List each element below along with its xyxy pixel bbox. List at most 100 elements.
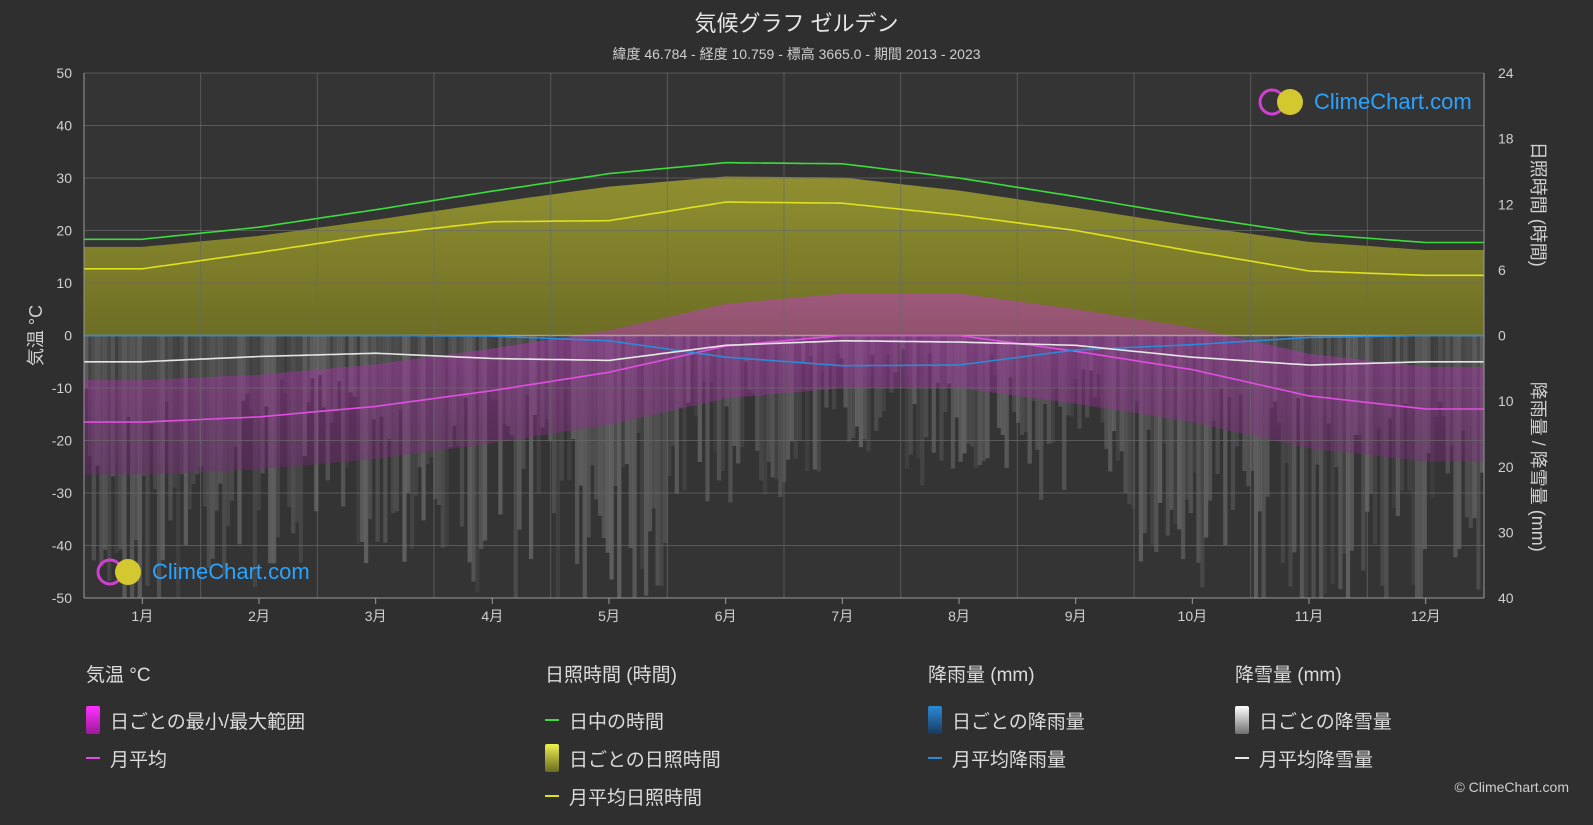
daily-snow-bar <box>1180 335 1186 560</box>
daily-snow-bar <box>475 335 480 593</box>
legend-sunshine: 日照時間 (時間) 日中の時間 日ごとの日照時間 月平均日照時間 <box>545 660 721 815</box>
legend-label: 日ごとの降雪量 <box>1259 711 1392 733</box>
daily-snow-bar <box>805 335 810 472</box>
right-bottom-tick-label: 30 <box>1498 524 1514 540</box>
x-tick-label: 3月 <box>365 608 387 624</box>
daily-snow-bar <box>467 335 472 563</box>
daily-snow-bar <box>759 335 764 481</box>
daily-snow-bar <box>962 335 967 454</box>
daily-snow-bar <box>866 335 871 452</box>
daily-snow-bar <box>985 335 990 459</box>
left-tick-label: 10 <box>56 275 72 291</box>
legend-label: 日ごとの降雨量 <box>952 711 1085 733</box>
daily-snow-bar <box>1311 335 1316 598</box>
daily-snow-bar <box>1299 335 1305 598</box>
daily-snow-bar <box>847 335 852 442</box>
daily-snow-bar <box>628 335 633 549</box>
series-line-日中の時間 <box>84 161 1484 244</box>
daily-snow-bar <box>1338 335 1343 590</box>
daily-snow-bar <box>816 335 821 472</box>
daily-snow-bar <box>1142 335 1147 534</box>
daily-snow-bar <box>164 335 169 402</box>
temp-range-swatch <box>86 706 100 734</box>
left-axis-title: 気温 °C <box>26 305 46 366</box>
right-bottom-tick-label: 40 <box>1498 590 1514 606</box>
daily-snow-bar <box>1200 335 1205 588</box>
series-line-月平均降雪量 <box>84 340 1484 366</box>
right-top-tick-label: 0 <box>1498 328 1506 344</box>
daily-snow-bar <box>1204 335 1209 538</box>
x-tick-label: 7月 <box>831 608 853 624</box>
x-tick-label: 10月 <box>1178 608 1208 624</box>
right-top-tick-label: 12 <box>1498 196 1514 212</box>
left-tick-label: 20 <box>56 223 72 239</box>
left-tick-label: 0 <box>64 328 72 344</box>
right-bottom-tick-label: 20 <box>1498 459 1514 475</box>
daily-snow-bar <box>674 335 679 494</box>
legend-label: 月平均降雪量 <box>1259 749 1374 771</box>
x-tick-label: 8月 <box>948 608 970 624</box>
daily-snow-bar <box>1188 335 1193 514</box>
daily-snow-bar <box>471 335 476 582</box>
legend-item: 月平均 <box>86 739 305 777</box>
daily-snow-bar <box>605 335 610 553</box>
daily-snow-bar <box>1177 335 1182 530</box>
daily-snow-bar <box>1165 335 1170 536</box>
legend-item: 日中の時間 <box>545 701 721 739</box>
climechart-logo-bottom: ClimeChart.com <box>96 556 310 588</box>
legend-heading: 降雪量 (mm) <box>1235 665 1342 686</box>
rain-mean-swatch <box>928 757 942 759</box>
daily-snow-bar <box>920 335 925 486</box>
x-tick-label: 6月 <box>715 608 737 624</box>
daily-snow-bar <box>528 335 534 559</box>
daily-snow-bar <box>337 335 342 382</box>
daily-snow-bar <box>310 335 315 379</box>
series-line-月平均 <box>84 334 1484 423</box>
logo-text: ClimeChart.com <box>152 559 310 584</box>
daily-snow-bar <box>1027 335 1032 464</box>
daily-snow-bar <box>601 335 607 539</box>
legend-item: 日ごとの最小/最大範囲 <box>86 701 305 739</box>
daily-snow-bar <box>970 335 975 447</box>
daily-snow-bar <box>774 335 779 480</box>
daily-snow-bar <box>770 335 775 478</box>
daily-snow-bar <box>1173 335 1178 525</box>
climechart-logo-icon <box>1258 88 1303 116</box>
daily-snow-bar <box>766 335 771 462</box>
right-bottom-axis-title: 降雨量 / 降雪量 (mm) <box>1528 382 1548 552</box>
daily-snow-bar <box>1150 335 1155 545</box>
daily-snow-bar <box>778 335 783 497</box>
right-top-tick-label: 6 <box>1498 262 1506 278</box>
legend-item: 日ごとの日照時間 <box>545 739 721 777</box>
left-tick-label: -20 <box>52 433 72 449</box>
x-tick-label: 11月 <box>1295 608 1324 624</box>
legend-label: 月平均降雨量 <box>952 749 1067 771</box>
x-tick-label: 1月 <box>131 608 153 624</box>
daily-snow-bar <box>705 335 710 502</box>
daily-snow-bar <box>973 335 979 468</box>
right-top-tick-label: 18 <box>1498 131 1514 147</box>
daily-snow-bar <box>245 335 250 394</box>
chart-title: 気候グラフ ゼルデン <box>694 11 899 36</box>
daily-snow-bar <box>1322 335 1328 595</box>
daily-snow-bar <box>647 335 653 532</box>
daily-snow-bar <box>1418 335 1424 598</box>
daily-snow-bar <box>264 335 269 407</box>
legend-snow: 降雪量 (mm) 日ごとの降雪量 月平均降雪量 <box>1235 660 1392 777</box>
logo-text: ClimeChart.com <box>1314 89 1472 114</box>
daily-snow-bar <box>640 335 645 569</box>
legend-label: 日中の時間 <box>569 711 665 733</box>
snow-mean-swatch <box>1235 757 1249 759</box>
daily-snow-bar <box>1330 335 1335 584</box>
daily-snow-bar <box>916 335 921 459</box>
x-tick-label: 2月 <box>248 608 270 624</box>
legend-label: 日ごとの日照時間 <box>569 749 721 771</box>
daily-snow-bar <box>632 335 637 598</box>
legend-temperature: 気温 °C 日ごとの最小/最大範囲 月平均 <box>86 660 305 777</box>
daily-snow-bar <box>728 335 733 503</box>
daily-snow-bar <box>582 335 587 598</box>
daily-snow-bar <box>1303 335 1308 598</box>
legend-heading: 日照時間 (時間) <box>545 665 677 686</box>
daily-snow-bar <box>1345 335 1351 598</box>
left-tick-label: -40 <box>52 538 72 554</box>
